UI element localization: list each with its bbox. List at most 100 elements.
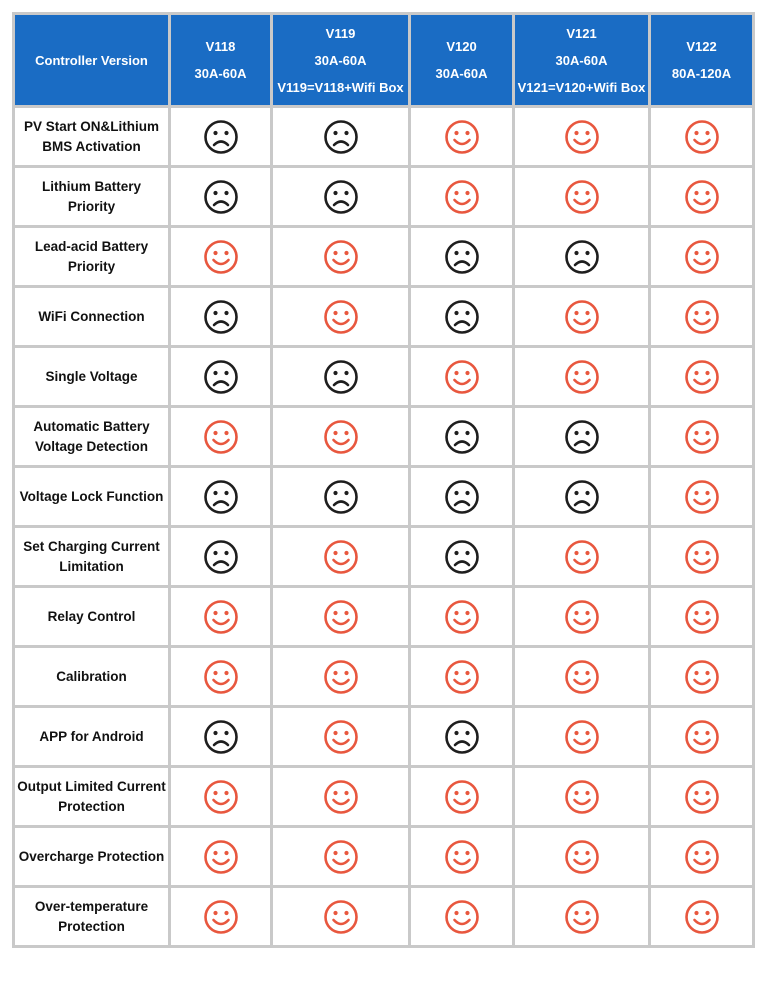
happy-icon [203,779,238,814]
face [444,359,479,394]
eye [453,310,459,315]
support-cell [168,705,273,768]
support-cell [168,765,273,828]
mouth [211,798,230,805]
support-cell [648,585,755,648]
happy-icon [684,899,719,934]
support-cell [648,765,755,828]
happy-icon [684,659,719,694]
sad-icon [444,539,479,574]
eye [464,130,470,135]
sad-icon [323,119,358,154]
eye [584,670,590,675]
mouth [572,798,591,805]
sad-icon [444,299,479,334]
eye [693,790,699,795]
happy-icon [444,779,479,814]
support-cell [408,525,515,588]
eye [453,670,459,675]
support-cell [270,105,411,168]
face [564,419,599,454]
eye [584,490,590,495]
happy-icon [444,659,479,694]
happy-icon [564,719,599,754]
mouth [572,858,591,865]
eye [212,670,218,675]
happy-icon [323,239,358,274]
eye [693,310,699,315]
happy-icon [323,659,358,694]
eye [584,370,590,375]
support-cell [168,345,273,408]
support-cell [270,165,411,228]
mouth [212,319,229,326]
face [323,599,358,634]
face [564,179,599,214]
eye [693,250,699,255]
mouth [573,499,590,506]
sad-icon [444,239,479,274]
eye [704,310,710,315]
face [203,839,238,874]
eye [693,910,699,915]
eye [332,190,338,195]
eye [584,550,590,555]
eye [332,490,338,495]
support-cell [168,465,273,528]
happy-icon [444,599,479,634]
mouth [453,739,470,746]
face [684,359,719,394]
mouth [692,378,711,385]
happy-icon [323,899,358,934]
mouth [692,258,711,265]
mouth [573,439,590,446]
eye [693,850,699,855]
face [684,899,719,934]
mouth [212,199,229,206]
eye [584,850,590,855]
eye [453,610,459,615]
mouth [212,739,229,746]
face [323,479,358,514]
eye [223,190,229,195]
eye [212,730,218,735]
eye [223,130,229,135]
support-cell [512,765,651,828]
mouth [452,798,471,805]
eye [453,850,459,855]
mouth [452,138,471,145]
header-current: 30A-60A [435,66,488,81]
support-cell [408,765,515,828]
support-cell [408,165,515,228]
support-cell [168,645,273,708]
eye [223,250,229,255]
eye [693,370,699,375]
version-header: V120 30A-60A [408,12,515,108]
eye [212,190,218,195]
face [684,479,719,514]
feature-label: Over-temperature Protection [12,885,171,948]
eye [584,610,590,615]
eye [343,790,349,795]
face [684,239,719,274]
support-cell [270,885,411,948]
mouth [572,558,591,565]
sad-icon [564,419,599,454]
eye [693,670,699,675]
eye [584,790,590,795]
header-version: V119 [325,25,356,41]
happy-icon [564,659,599,694]
eye [212,430,218,435]
eye [343,310,349,315]
eye [343,130,349,135]
face [444,839,479,874]
mouth [212,559,229,566]
eye [332,610,338,615]
version-header: V118 30A-60A [168,12,273,108]
happy-icon [684,419,719,454]
support-cell [512,525,651,588]
support-cell [512,465,651,528]
sad-icon [203,539,238,574]
eye [693,130,699,135]
mouth [692,138,711,145]
